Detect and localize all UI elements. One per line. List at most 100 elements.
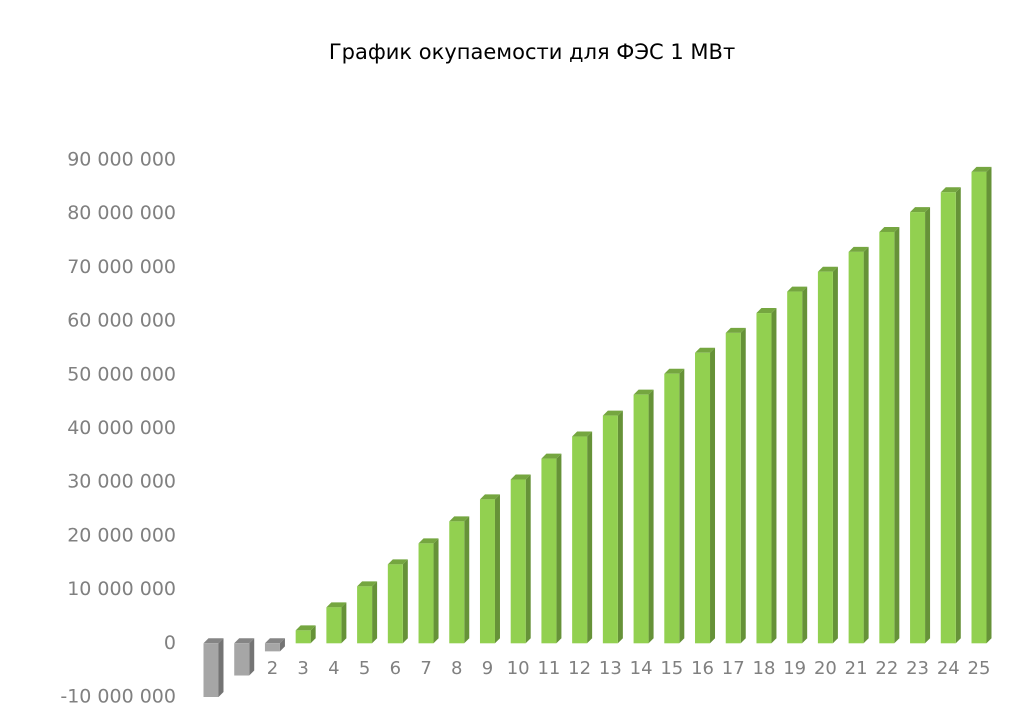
bar-side xyxy=(218,638,224,697)
bar xyxy=(203,643,219,697)
bar-top xyxy=(787,286,808,292)
bar-side xyxy=(802,286,808,644)
bar-side xyxy=(494,494,500,644)
x-tick-label: 8 xyxy=(451,658,462,679)
bar xyxy=(602,415,618,644)
bar-top xyxy=(326,602,347,608)
bar-top xyxy=(879,226,900,232)
bar-top xyxy=(541,453,562,459)
bar xyxy=(326,607,342,644)
bar xyxy=(817,271,833,644)
y-tick-label: 20 000 000 xyxy=(67,524,176,546)
bar xyxy=(848,251,864,644)
bar-top xyxy=(203,638,224,644)
y-tick-label: 0 xyxy=(164,632,176,654)
y-tick-label: 70 000 000 xyxy=(67,256,176,278)
bar-side xyxy=(433,538,439,644)
x-tick-label: 2 xyxy=(267,658,278,679)
chart-title: График окупаемости для ФЭС 1 МВт xyxy=(329,40,735,64)
bar-side xyxy=(740,327,746,644)
bar-side xyxy=(525,474,531,644)
x-tick-label: 20 xyxy=(814,658,837,679)
bar xyxy=(418,543,434,644)
x-tick-label: 16 xyxy=(691,658,714,679)
bar-top xyxy=(817,266,838,272)
bar xyxy=(479,499,495,644)
bar-side xyxy=(925,207,931,644)
bar-top xyxy=(387,559,408,565)
x-tick-label: 25 xyxy=(968,658,991,679)
x-tick-label: 21 xyxy=(845,658,868,679)
bar xyxy=(449,521,465,644)
bar-side xyxy=(894,226,900,644)
bar xyxy=(541,458,557,644)
bar xyxy=(633,394,649,644)
x-tick-label: 19 xyxy=(783,658,806,679)
bar-top xyxy=(602,410,623,416)
bar-top xyxy=(295,625,316,631)
x-tick-label: 13 xyxy=(599,658,622,679)
bar xyxy=(234,643,250,676)
bar-top xyxy=(234,638,255,644)
x-tick-label: 11 xyxy=(537,658,560,679)
x-tick-label: 23 xyxy=(906,658,929,679)
bar xyxy=(387,564,403,644)
y-tick-label: -10 000 000 xyxy=(60,686,176,708)
bar-top xyxy=(633,389,654,395)
bar-side xyxy=(279,638,285,652)
y-tick-label: 50 000 000 xyxy=(67,363,176,385)
x-tick-label: 6 xyxy=(390,658,401,679)
bar-top xyxy=(572,431,593,437)
bar xyxy=(510,479,526,644)
bar-side xyxy=(955,187,961,644)
bar-top xyxy=(848,246,869,252)
bar-top xyxy=(510,474,531,480)
bar-side xyxy=(402,559,408,644)
bar xyxy=(725,332,741,644)
x-tick-label: 4 xyxy=(328,658,339,679)
x-tick-label: 14 xyxy=(630,658,653,679)
bar-side xyxy=(341,602,347,644)
bar xyxy=(695,352,711,644)
x-tick-label: 22 xyxy=(875,658,898,679)
x-tick-label: 24 xyxy=(937,658,960,679)
x-tick-label: 17 xyxy=(722,658,745,679)
bar-top xyxy=(725,327,746,333)
y-tick-label: 80 000 000 xyxy=(67,202,176,224)
bar-side xyxy=(648,389,654,644)
bar-side xyxy=(986,166,992,644)
bar xyxy=(910,212,926,644)
bar-top xyxy=(910,207,931,213)
bar-top xyxy=(479,494,500,500)
bar xyxy=(264,643,280,652)
x-tick-label: 9 xyxy=(482,658,493,679)
x-tick-label: 3 xyxy=(297,658,308,679)
x-tick-label: 10 xyxy=(507,658,530,679)
bar-side xyxy=(556,453,562,644)
bar xyxy=(357,586,373,644)
bar-top xyxy=(264,638,285,644)
bar-side xyxy=(249,638,255,676)
x-tick-label: 5 xyxy=(359,658,370,679)
bar xyxy=(756,313,772,644)
bar-side xyxy=(464,516,470,644)
y-tick-label: 60 000 000 xyxy=(67,310,176,332)
bar-side xyxy=(372,581,378,644)
bar-side xyxy=(832,266,838,644)
bar xyxy=(572,436,588,644)
bar-side xyxy=(863,246,869,644)
bar-top xyxy=(357,581,378,587)
y-tick-label: 30 000 000 xyxy=(67,471,176,493)
y-tick-label: 40 000 000 xyxy=(67,417,176,439)
x-tick-label: 15 xyxy=(660,658,683,679)
bar-side xyxy=(771,308,777,644)
bar-top xyxy=(971,166,992,172)
bar-side xyxy=(679,368,685,644)
bar-side xyxy=(587,431,593,644)
y-tick-label: 10 000 000 xyxy=(67,578,176,600)
x-tick-label: 18 xyxy=(753,658,776,679)
bar xyxy=(664,373,680,644)
bar-top xyxy=(756,308,777,314)
bar xyxy=(787,291,803,644)
